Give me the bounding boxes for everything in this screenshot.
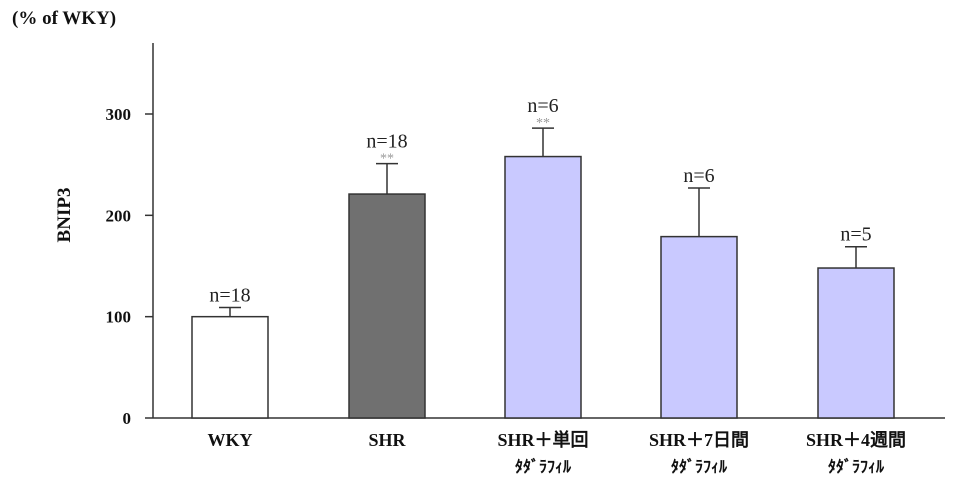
y-axis-label: BNIP3 (54, 188, 75, 243)
x-tick-label: SHR＋7日間 (649, 430, 749, 450)
y-ticks: 0 100 200 300 (106, 105, 153, 428)
bar (348, 193, 426, 419)
bars: n=18n=18**n=6**n=6n=5 (191, 95, 895, 419)
n-label: n=5 (840, 224, 871, 246)
y-tick-label: 0 (123, 409, 132, 428)
n-label: n=18 (366, 131, 407, 153)
y-unit-label: (% of WKY) (12, 8, 117, 29)
x-tick-label-line2: ﾀﾀﾞﾗﾌｨﾙ (671, 457, 728, 476)
x-tick-label: SHR＋単回 (497, 429, 588, 450)
x-tick-label: WKY (208, 430, 253, 450)
significance-marker: ** (536, 116, 550, 131)
bar (191, 315, 269, 419)
x-tick-label-line2: ﾀﾀﾞﾗﾌｨﾙ (515, 457, 572, 476)
significance-marker: ** (380, 152, 394, 167)
n-label: n=18 (209, 285, 250, 307)
x-tick-label-line2: ﾀﾀﾞﾗﾌｨﾙ (828, 457, 885, 476)
n-label: n=6 (683, 165, 714, 187)
y-tick-label: 300 (106, 105, 132, 124)
y-tick-label: 100 (106, 308, 132, 327)
bar (817, 267, 895, 419)
n-label: n=6 (527, 95, 558, 117)
x-tick-label: SHR (368, 430, 406, 450)
bar (660, 235, 738, 419)
x-tick-label: SHR＋4週間 (806, 430, 906, 450)
x-tick-labels: WKY SHR SHR＋単回 ﾀﾀﾞﾗﾌｨﾙ SHR＋7日間 ﾀﾀﾞﾗﾌｨﾙ SHR＋4週間… (208, 429, 907, 476)
y-tick-label: 200 (106, 206, 132, 225)
bar (504, 155, 582, 419)
